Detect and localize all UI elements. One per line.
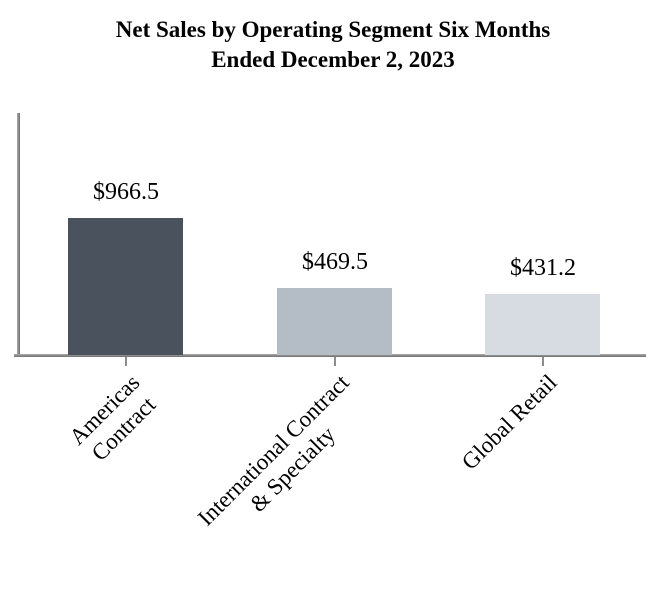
value-label-americas-contract: $966.5 (93, 179, 159, 206)
bar-global-retail (485, 294, 600, 355)
y-axis-line (17, 113, 20, 356)
x-tick-global-retail (542, 357, 544, 366)
chart-title: Net Sales by Operating Segment Six Month… (115, 17, 551, 73)
x-axis-line (14, 354, 646, 357)
x-tick-label-americas-contract: Americas Contract (64, 369, 161, 466)
bar-international-contract-specialty (277, 288, 392, 355)
x-tick-label-international-contract-specialty: International Contract & Specialty (192, 369, 354, 531)
x-tick-label-global-retail: Global Retail (456, 369, 562, 475)
value-label-global-retail: $431.2 (510, 255, 576, 282)
x-tick-americas-contract (125, 357, 127, 366)
x-tick-international-contract-specialty (334, 357, 336, 366)
bar-americas-contract (68, 218, 183, 355)
value-label-international-contract-specialty: $469.5 (302, 249, 368, 276)
